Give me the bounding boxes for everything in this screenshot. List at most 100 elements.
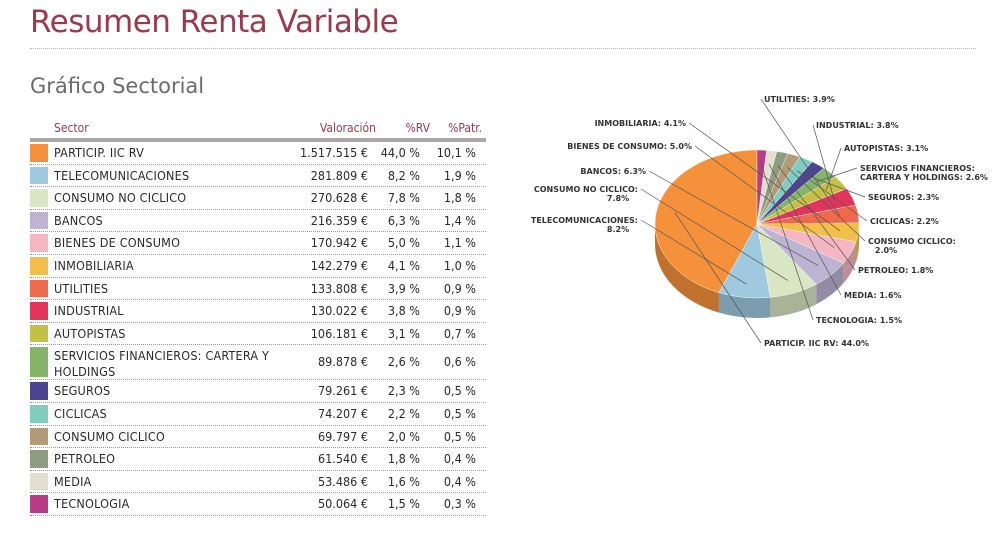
pie-labels: PARTICIP. IIC RV: 44.0% TELECOMUNICACIONE… bbox=[531, 95, 988, 348]
color-swatch bbox=[30, 211, 48, 230]
title-divider bbox=[30, 48, 976, 49]
pie-slice-side bbox=[843, 241, 857, 283]
patr-percent: 0,3 % bbox=[443, 496, 476, 512]
rv-percent: 1,6 % bbox=[387, 473, 420, 489]
pie-slice-label: BANCOS: 6.3% bbox=[580, 167, 646, 176]
sector-table: Sector Valoración %RV %Patr. PARTICIP. I… bbox=[30, 118, 486, 516]
valoracion-value: 69.797 € bbox=[317, 428, 368, 444]
table-row: SERVICIOS FINANCIEROS: CARTERA Y HOLDING… bbox=[30, 345, 486, 381]
pie-slice-side bbox=[770, 284, 817, 318]
rv-percent: 5,0 % bbox=[387, 235, 420, 251]
rv-percent: 7,8 % bbox=[387, 190, 420, 206]
sector-name: INMOBILIARIA bbox=[54, 257, 134, 273]
patr-percent: 1,9 % bbox=[443, 167, 476, 183]
rv-percent: 2,0 % bbox=[387, 428, 420, 444]
color-swatch bbox=[30, 495, 48, 513]
pie-slices bbox=[654, 149, 860, 299]
pie-slice-label: UTILITIES: 3.9% bbox=[764, 95, 835, 104]
sector-name: MEDIA bbox=[54, 473, 92, 489]
patr-percent: 0,6 % bbox=[443, 354, 476, 370]
table-row: BIENES DE CONSUMO 170.942 € 5,0 % 1,1 % bbox=[30, 232, 486, 255]
table-row: MEDIA 53.486 € 1,6 % 0,4 % bbox=[30, 471, 486, 494]
valoracion-value: 216.359 € bbox=[310, 212, 368, 228]
label-leader-line bbox=[760, 163, 814, 321]
pie-slice-label: BIENES DE CONSUMO: 5.0% bbox=[567, 142, 692, 151]
table-row: INDUSTRIAL 130.022 € 3,8 % 0,9 % bbox=[30, 300, 486, 323]
rv-percent: 4,1 % bbox=[387, 257, 420, 273]
valoracion-value: 53.486 € bbox=[317, 473, 368, 489]
valoracion-value: 106.181 € bbox=[310, 325, 368, 341]
table-row: SEGUROS 79.261 € 2,3 % 0,5 % bbox=[30, 380, 486, 403]
sector-name: CONSUMO NO CICLICO bbox=[54, 190, 187, 206]
rv-percent: 44,0 % bbox=[380, 145, 420, 160]
valoracion-value: 142.279 € bbox=[310, 257, 368, 273]
pie-slice-label: TELECOMUNICACIONES: 8.2% bbox=[531, 216, 638, 234]
valoracion-value: 281.809 € bbox=[310, 167, 368, 183]
header-patr: %Patr. bbox=[448, 121, 482, 135]
table-row: CONSUMO NO CICLICO 270.628 € 7,8 % 1,8 % bbox=[30, 187, 486, 210]
label-leader-line bbox=[694, 145, 835, 248]
header-sector: Sector bbox=[54, 121, 89, 135]
sector-name: INDUSTRIAL bbox=[54, 303, 124, 319]
color-swatch bbox=[30, 382, 48, 400]
table-row: BANCOS 216.359 € 6,3 % 1,4 % bbox=[30, 210, 486, 233]
header-valoracion: Valoración bbox=[319, 121, 376, 135]
label-leader-line bbox=[768, 163, 842, 296]
color-swatch bbox=[30, 472, 48, 491]
pie-slice-label: CONSUMO NO CICLICO: 7.8% bbox=[534, 185, 638, 203]
sector-pie-chart: PARTICIP. IIC RV: 44.0% TELECOMUNICACIONE… bbox=[500, 88, 990, 378]
pie-slice bbox=[756, 149, 767, 225]
table-row: UTILITIES 133.808 € 3,9 % 0,9 % bbox=[30, 278, 486, 301]
patr-percent: 0,4 % bbox=[443, 473, 476, 489]
label-leader-line bbox=[787, 167, 866, 242]
page-title: Resumen Renta Variable bbox=[30, 4, 399, 40]
header-rv: %RV bbox=[405, 121, 431, 135]
label-leader-line bbox=[777, 165, 856, 271]
patr-percent: 0,9 % bbox=[443, 280, 476, 296]
pie-slice-label: AUTOPISTAS: 3.1% bbox=[844, 144, 928, 153]
rv-percent: 2,6 % bbox=[387, 354, 420, 370]
rv-percent: 3,8 % bbox=[387, 303, 420, 319]
valoracion-value: 130.022 € bbox=[310, 303, 368, 319]
pie-slice-side bbox=[655, 224, 719, 313]
label-leader-line bbox=[674, 212, 762, 344]
valoracion-value: 133.808 € bbox=[310, 280, 368, 296]
patr-percent: 1,4 % bbox=[443, 212, 476, 228]
color-swatch bbox=[30, 404, 48, 423]
table-row: PETROLEO 61.540 € 1,8 % 0,4 % bbox=[30, 448, 486, 471]
rv-percent: 3,1 % bbox=[387, 325, 420, 341]
sector-name: SERVICIOS FINANCIEROS: CARTERA Y HOLDING… bbox=[54, 348, 270, 380]
valoracion-value: 89.878 € bbox=[317, 354, 368, 370]
label-leader-line bbox=[816, 167, 858, 182]
patr-percent: 0,7 % bbox=[443, 325, 476, 341]
valoracion-value: 1.517.515 € bbox=[300, 145, 368, 160]
color-swatch bbox=[30, 302, 48, 320]
pie-slice-side bbox=[816, 262, 844, 305]
color-swatch bbox=[30, 166, 48, 185]
rv-percent: 1,5 % bbox=[387, 496, 420, 512]
color-swatch bbox=[30, 324, 48, 343]
pie-slice-label: SEGUROS: 2.3% bbox=[868, 193, 939, 202]
table-header: Sector Valoración %RV %Patr. bbox=[30, 118, 486, 142]
valoracion-value: 79.261 € bbox=[317, 383, 368, 399]
sector-name: PARTICIP. IIC RV bbox=[54, 145, 144, 160]
color-swatch bbox=[30, 234, 48, 252]
valoracion-value: 61.540 € bbox=[317, 451, 368, 467]
pie-slice-label: MEDIA: 1.6% bbox=[844, 291, 902, 300]
label-leader-line bbox=[688, 122, 841, 232]
rv-percent: 8,2 % bbox=[387, 167, 420, 183]
pie-slice-label: TECNOLOGIA: 1.5% bbox=[816, 316, 902, 325]
table-row: TECNOLOGIA 50.064 € 1,5 % 0,3 % bbox=[30, 493, 486, 516]
label-leader-line bbox=[640, 188, 788, 281]
color-swatch bbox=[30, 279, 48, 298]
rv-percent: 6,3 % bbox=[387, 212, 420, 228]
label-leader-line bbox=[812, 124, 836, 202]
color-swatch bbox=[30, 347, 48, 378]
valoracion-value: 270.628 € bbox=[310, 190, 368, 206]
sector-name: UTILITIES bbox=[54, 280, 109, 296]
valoracion-value: 170.942 € bbox=[310, 235, 368, 251]
pie-slice-label: CONSUMO CICLICO: 2.0% bbox=[868, 237, 956, 255]
patr-percent: 0,9 % bbox=[443, 303, 476, 319]
label-leader-line bbox=[760, 98, 841, 216]
pie-slice-label: INDUSTRIAL: 3.8% bbox=[816, 121, 899, 130]
